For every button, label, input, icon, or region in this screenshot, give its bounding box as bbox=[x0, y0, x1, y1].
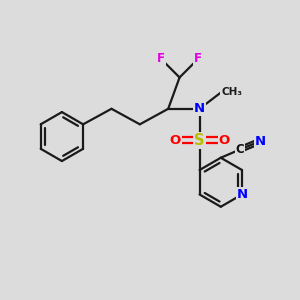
Text: F: F bbox=[194, 52, 202, 65]
Text: N: N bbox=[255, 134, 266, 148]
Text: C: C bbox=[236, 143, 244, 156]
Text: S: S bbox=[194, 133, 205, 148]
Text: CH₃: CH₃ bbox=[221, 87, 242, 98]
Text: O: O bbox=[218, 134, 230, 147]
Text: N: N bbox=[194, 102, 205, 115]
Text: F: F bbox=[157, 52, 165, 65]
Text: N: N bbox=[236, 188, 247, 201]
Text: O: O bbox=[169, 134, 181, 147]
